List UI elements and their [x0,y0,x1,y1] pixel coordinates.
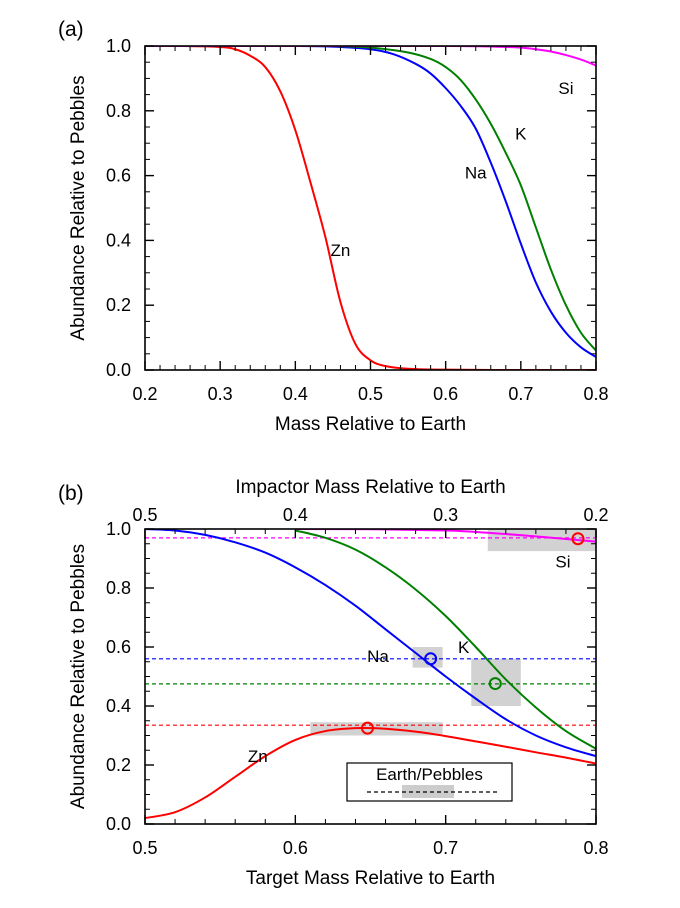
x2-tick-label: 0.3 [433,505,458,525]
y-tick-label: 0.8 [106,101,131,121]
x2-tick-label: 0.2 [583,505,608,525]
curve-label-si: Si [558,79,573,98]
y-tick-label: 0.0 [106,814,131,834]
marker-zn [360,721,374,735]
panel-0 [144,45,597,371]
x-tick-label: 0.5 [358,384,383,404]
top-axis-title: Impactor Mass Relative to Earth [235,477,505,498]
y-tick-label: 1.0 [106,36,131,56]
x-axis-title: Mass Relative to Earth [275,414,466,435]
x-tick-label: 0.7 [508,384,533,404]
x-tick-label: 0.8 [583,384,608,404]
x-tick-label: 0.6 [283,838,308,858]
curve-label-na: Na [465,163,487,182]
y-axis-title: Abundance Relative to Pebbles [68,544,89,809]
y-axis-title: Abundance Relative to Pebbles [68,75,89,340]
x-tick-label: 0.5 [132,838,157,858]
panel-1 [144,528,597,825]
x-tick-label: 0.4 [283,384,308,404]
uncertainty-box-k [471,658,521,706]
marker-k [488,677,502,691]
x2-tick-label: 0.4 [283,505,308,525]
series-line-k [145,46,596,352]
y-tick-label: 0.4 [106,230,131,250]
series-line-zn [145,726,596,820]
curve-label-zn: Zn [331,241,351,260]
curve-label-si: Si [555,552,570,571]
panel-label: (a) [58,18,84,41]
y-tick-label: 0.2 [106,755,131,775]
x-tick-label: 0.7 [433,838,458,858]
x-axis-title: Target Mass Relative to Earth [246,868,495,889]
legend-swatch-shading [402,785,454,798]
curve-label-zn: Zn [248,747,268,766]
series-line-k [295,529,596,750]
legend-title: Earth/Pebbles [376,765,483,784]
x-tick-label: 0.8 [583,838,608,858]
y-tick-label: 0.2 [106,295,131,315]
series-line-na [145,46,596,358]
series-line-na [145,529,596,758]
y-tick-label: 0.8 [106,578,131,598]
panel-label: (b) [58,482,84,505]
curve-label-k: K [515,124,527,143]
y-tick-label: 0.6 [106,637,131,657]
uncertainty-box-si [487,529,596,552]
marker-si [571,532,585,546]
y-tick-label: 0.4 [106,696,131,716]
x-tick-label: 0.3 [208,384,233,404]
y-tick-label: 1.0 [106,519,131,539]
x-tick-label: 0.2 [132,384,157,404]
x2-tick-label: 0.5 [132,505,157,525]
curve-label-k: K [458,638,470,657]
marker-na [424,652,438,666]
y-tick-label: 0.0 [106,360,131,380]
y-tick-label: 0.6 [106,166,131,186]
x-tick-label: 0.6 [433,384,458,404]
curve-label-na: Na [367,647,389,666]
